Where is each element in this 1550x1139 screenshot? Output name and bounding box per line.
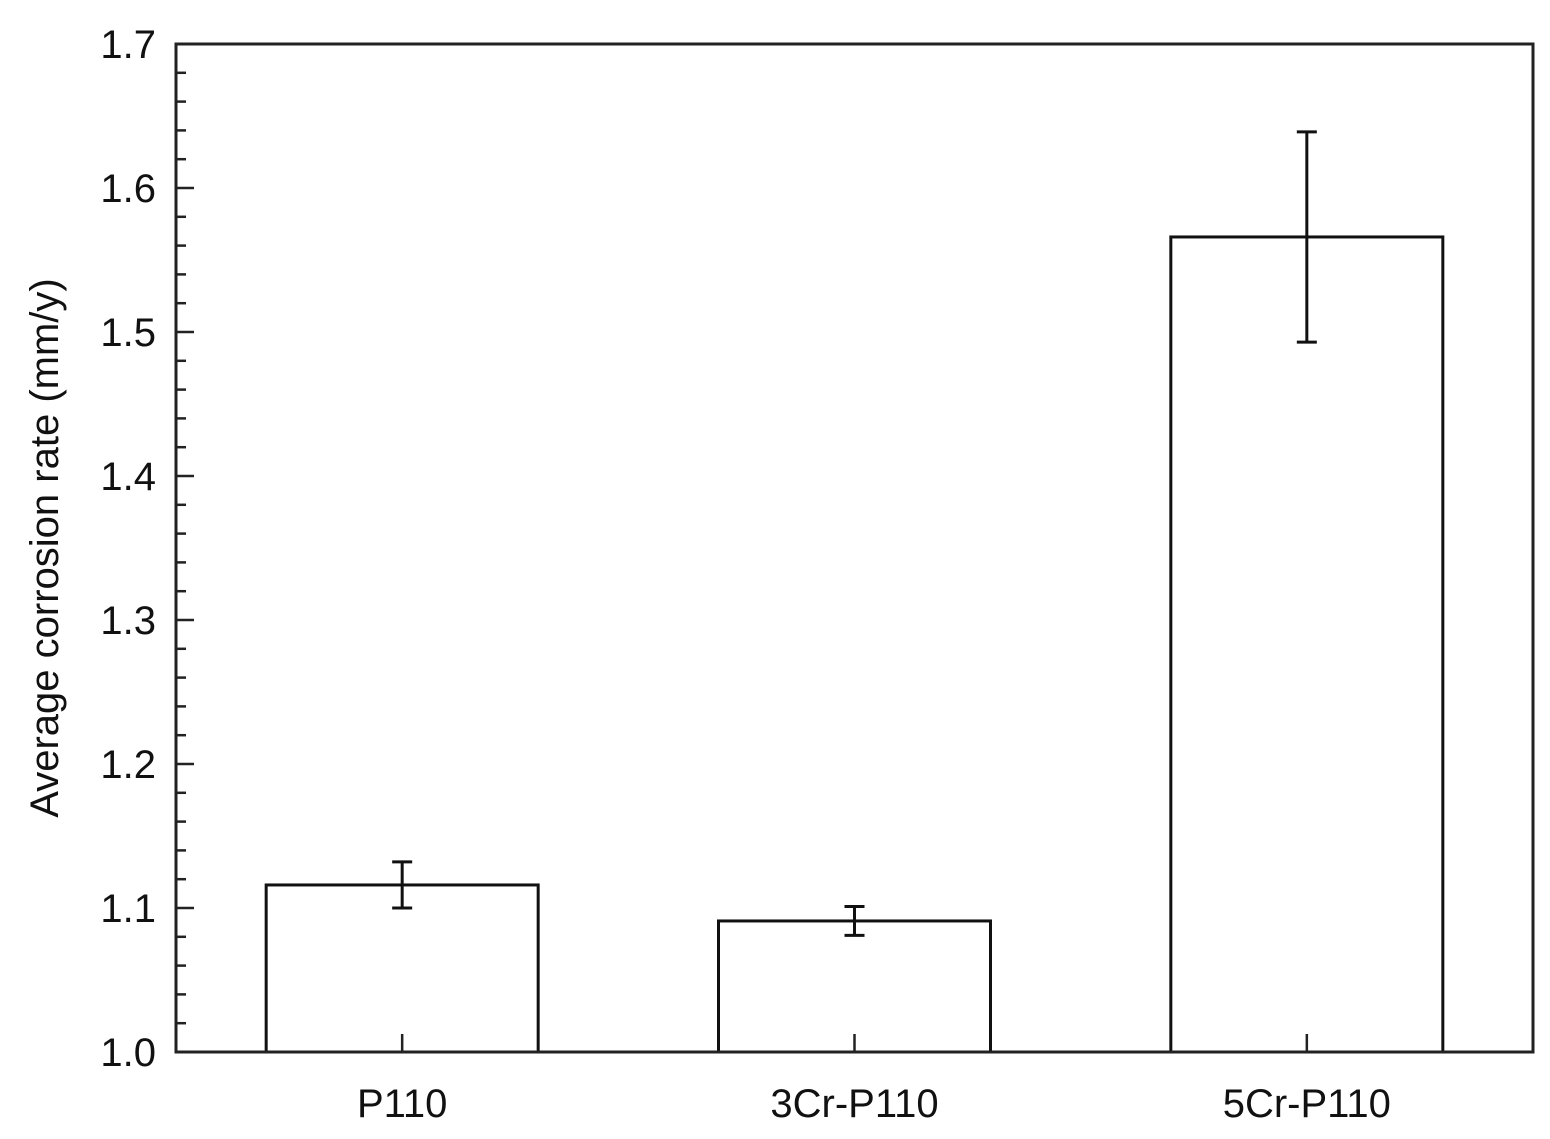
error-bars-layer <box>392 130 1317 937</box>
error-bar-1 <box>844 905 865 937</box>
x-tick-label: 3Cr-P110 <box>770 1082 938 1126</box>
y-tick-label: 1.1 <box>100 887 156 931</box>
x-tick-label: P110 <box>357 1082 447 1126</box>
y-tick-label: 1.6 <box>100 167 156 211</box>
y-tick-label: 1.0 <box>100 1031 156 1075</box>
y-tick-label: 1.2 <box>100 743 156 787</box>
bar-1 <box>717 919 992 1054</box>
y-tick-label: 1.5 <box>100 311 156 355</box>
ticks-layer <box>176 42 1309 1054</box>
error-bar-2 <box>1296 130 1317 344</box>
error-bar-0 <box>392 860 413 910</box>
y-tick-labels: 1.0 1.1 1.2 1.3 1.4 1.5 1.6 1.7 <box>100 23 156 1075</box>
y-tick-label: 1.7 <box>100 23 156 67</box>
plot-frame <box>174 42 1535 1054</box>
y-axis-label: Average corrosion rate (mm/y) <box>23 278 67 817</box>
y-tick-label: 1.3 <box>100 599 156 643</box>
x-tick-labels: P110 3Cr-P110 5Cr-P110 <box>357 1082 1391 1126</box>
x-tick-label: 5Cr-P110 <box>1223 1082 1391 1126</box>
bar-2 <box>1169 235 1445 1054</box>
y-tick-label: 1.4 <box>100 455 156 499</box>
bar-0 <box>264 883 540 1054</box>
